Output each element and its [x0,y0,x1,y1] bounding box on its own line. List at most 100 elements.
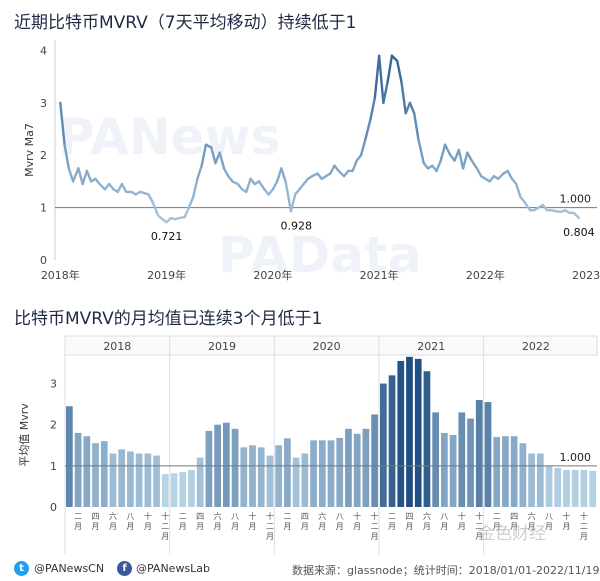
bar [144,453,152,507]
series-line-segment [404,101,412,115]
month-tick-label: 月 [475,532,483,541]
bar [153,455,160,507]
y-tick-label: 3 [40,97,47,110]
month-tick-label: 二 [266,522,274,531]
month-tick-label: 十 [353,511,361,521]
bar [179,472,187,507]
data-label: 0.721 [151,230,183,243]
bar [475,400,483,507]
series-line-segment [77,167,84,186]
series-line-segment [382,80,389,105]
y-tick-label: 3 [50,378,57,391]
series-line-segment [461,151,469,170]
bar [249,445,256,507]
series-line-segment [81,169,89,186]
bar [310,440,317,507]
series-line-segment [435,159,442,173]
series-line-segment [506,169,514,181]
series-line-segment [284,180,293,213]
series-line-segment [289,193,297,213]
line-chart: 0 1 2 3 4 Mvrv Ma7 1.000 2018年 2019年 2020年 2021年 20… [23,40,600,282]
series-line-segment [275,167,283,183]
series-line-segment [329,164,336,175]
y-tick-label: 2 [40,149,47,162]
bar [135,453,143,507]
twitter-handle[interactable]: @PANewsCN [34,562,105,575]
month-tick-label: 月 [92,522,100,531]
bar [589,470,596,507]
month-tick-label: 月 [440,522,448,531]
facebook-handle[interactable]: @PANewsLab [136,562,211,575]
twitter-icon: t [14,561,29,576]
month-tick-label: 月 [301,522,309,531]
x-tick-label: 2023年 [572,268,600,282]
series-line-segment [373,54,381,99]
bar [100,441,108,507]
month-tick-label: 六 [528,511,536,521]
series-line-segment [183,206,191,219]
data-source: 数据来源：glassnode；统计时间：2018/01/01-2022/11/1… [292,564,600,577]
bar [74,432,82,507]
bar [109,453,117,507]
bar [484,402,492,507]
year-header-label: 2020 [313,340,341,353]
month-tick-label: 月 [562,522,570,531]
bar [275,445,283,507]
series-line-segment [369,96,377,120]
bar [188,469,195,507]
series-line-segment [257,180,266,191]
bar [336,437,344,507]
bar [423,371,431,507]
series-line-segment [475,167,483,178]
bar [580,469,588,507]
month-tick-label: 月 [510,522,518,531]
month-tick-label: 二 [493,512,501,521]
facebook-icon: f [117,561,132,576]
bar [414,358,422,507]
series-line-segment [364,117,372,141]
month-tick-label: 月 [423,522,431,531]
series-line-segment [496,172,505,181]
month-tick-label: 月 [318,522,326,531]
series-line-segment [390,54,399,63]
bar [118,449,126,507]
reference-line-label: 1.000 [560,451,592,464]
bar [493,437,501,507]
month-tick-label: 月 [371,532,379,541]
bar [510,436,518,507]
bar [266,455,274,507]
series-line-segment [245,177,252,194]
month-tick-label: 二 [283,512,291,521]
bar [92,443,99,507]
series-line-segment [210,146,217,165]
month-tick-label: 月 [283,522,291,531]
series-line-segment [400,80,407,115]
y-tick-label: 2 [50,419,57,432]
month-tick-label: 月 [388,522,396,531]
month-tick-label: 月 [580,532,588,541]
series-line-segment [200,143,208,167]
bar [536,453,544,507]
y-tick-label: 1 [50,460,57,473]
bar [406,356,413,507]
series-line-segment [443,143,452,157]
bar [66,406,73,507]
bar [345,428,352,507]
month-tick-label: 四 [196,512,204,521]
month-tick-label: 二 [475,522,483,531]
y-tick-label: 1 [40,202,47,215]
bar [231,428,239,507]
bar [362,428,370,507]
series-line-segment [147,193,154,204]
series-line-segment [417,138,425,165]
month-tick-label: 十 [266,511,274,521]
series-line-segment [377,54,385,105]
month-tick-label: 四 [510,512,518,521]
series-line-segment [120,182,128,194]
month-tick-label: 二 [388,512,396,521]
series-line-segment [470,159,479,170]
series-line-segment [222,167,230,178]
y-tick-label: 0 [40,254,47,267]
series-line-segment [523,201,532,212]
